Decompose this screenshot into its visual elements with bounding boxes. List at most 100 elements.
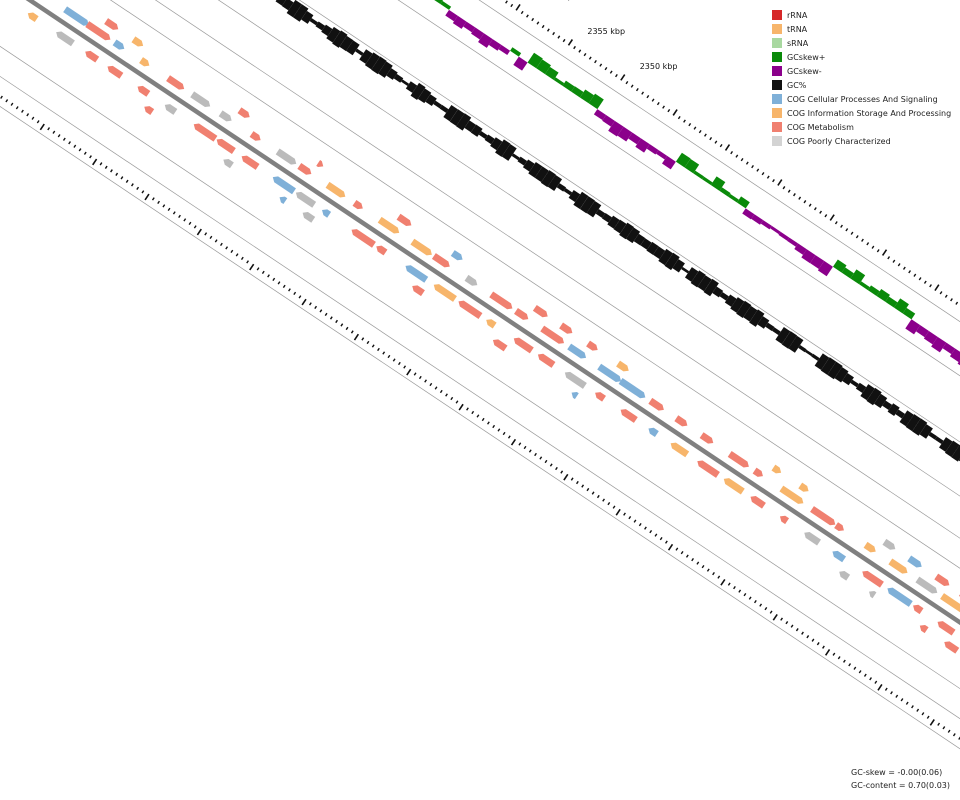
legend-swatch bbox=[772, 38, 782, 48]
minor-tick bbox=[892, 259, 896, 263]
minor-tick bbox=[890, 691, 893, 695]
gc-content-block bbox=[339, 35, 354, 52]
minor-tick bbox=[806, 635, 810, 639]
minor-tick bbox=[822, 645, 825, 649]
minor-tick bbox=[350, 330, 354, 334]
guide-line bbox=[0, 45, 960, 690]
minor-tick bbox=[947, 729, 951, 733]
gc-content-block bbox=[417, 88, 432, 104]
minor-tick bbox=[738, 589, 742, 593]
tick-label: 2360 kbp bbox=[535, 0, 573, 1]
minor-tick bbox=[908, 270, 912, 274]
legend-item-cog-cellular: COG Cellular Processes And Signaling bbox=[772, 92, 951, 106]
gc-content-block bbox=[355, 48, 364, 56]
gc-content-block bbox=[664, 252, 680, 271]
minor-tick bbox=[583, 52, 587, 57]
gene-feature bbox=[804, 532, 821, 546]
gene-feature bbox=[750, 496, 766, 509]
minor-tick bbox=[434, 386, 438, 390]
gene-feature bbox=[486, 319, 497, 329]
minor-tick bbox=[5, 99, 9, 103]
gc-skew-negative-block bbox=[498, 44, 511, 56]
gc-skew-negative-block bbox=[471, 27, 484, 40]
gc-content-block bbox=[478, 131, 488, 140]
legend-swatch bbox=[772, 136, 782, 146]
gene-feature bbox=[297, 163, 312, 175]
legend-swatch bbox=[772, 80, 782, 90]
minor-tick bbox=[125, 179, 129, 183]
gene-feature bbox=[674, 415, 688, 427]
major-tick bbox=[144, 193, 150, 201]
minor-tick bbox=[905, 701, 909, 705]
gc-content-block bbox=[371, 56, 387, 75]
minor-tick bbox=[863, 673, 867, 677]
gc-content-block bbox=[866, 387, 882, 406]
gc-content-block bbox=[528, 162, 543, 178]
gc-skew-negative-block bbox=[602, 114, 615, 127]
gc-content-block bbox=[484, 134, 495, 145]
gene-feature bbox=[810, 506, 836, 526]
minor-tick bbox=[541, 24, 545, 29]
gc-content-block bbox=[517, 156, 528, 166]
gene-feature bbox=[412, 285, 425, 297]
guide-line bbox=[109, 0, 960, 569]
minor-tick bbox=[727, 582, 731, 586]
major-tick bbox=[829, 214, 835, 221]
minor-tick bbox=[902, 266, 906, 270]
minor-tick bbox=[31, 116, 35, 120]
minor-tick bbox=[240, 256, 244, 261]
gc-skew-positive-block bbox=[440, 0, 452, 10]
gene-feature bbox=[699, 432, 714, 444]
gene-feature bbox=[85, 21, 111, 41]
minor-tick bbox=[308, 302, 312, 306]
minor-tick bbox=[588, 56, 592, 60]
minor-tick bbox=[562, 38, 566, 43]
gc-skew-positive-block bbox=[553, 77, 565, 86]
gc-skew-stat: GC-skew = -0.00(0.06) bbox=[851, 768, 943, 777]
gene-feature bbox=[779, 485, 804, 504]
minor-tick bbox=[685, 554, 689, 558]
minor-tick bbox=[680, 550, 684, 555]
minor-tick bbox=[874, 680, 878, 684]
minor-tick bbox=[609, 70, 613, 74]
gc-skew-positive-block bbox=[728, 193, 739, 203]
minor-tick bbox=[798, 196, 802, 200]
gene-feature bbox=[513, 337, 534, 354]
gc-skew-positive-block bbox=[832, 259, 847, 273]
minor-tick bbox=[219, 242, 223, 247]
minor-tick bbox=[534, 452, 537, 457]
minor-tick bbox=[47, 127, 51, 131]
minor-tick bbox=[544, 459, 548, 464]
gc-content-block bbox=[788, 335, 804, 353]
gc-skew-positive-block bbox=[894, 298, 909, 314]
guide-line bbox=[217, 0, 960, 497]
minor-tick bbox=[151, 197, 155, 201]
minor-tick bbox=[188, 221, 192, 225]
minor-tick bbox=[518, 442, 522, 446]
minor-tick bbox=[764, 607, 768, 611]
gene-feature bbox=[377, 216, 400, 234]
gc-skew-negative-block bbox=[646, 144, 659, 155]
minor-tick bbox=[539, 456, 543, 460]
minor-tick bbox=[604, 66, 608, 71]
minor-tick bbox=[612, 505, 616, 509]
minor-tick bbox=[520, 10, 524, 15]
legend-label: rRNA bbox=[787, 10, 808, 20]
legend-swatch bbox=[772, 108, 782, 118]
gene-feature bbox=[131, 36, 144, 47]
gc-content-block bbox=[378, 61, 393, 78]
gc-content-block bbox=[944, 440, 960, 458]
minor-tick bbox=[15, 106, 19, 110]
gene-feature bbox=[216, 138, 236, 154]
legend-item-cog-poorly: COG Poorly Characterized bbox=[772, 134, 951, 148]
minor-tick bbox=[235, 253, 239, 257]
gc-content-block bbox=[684, 267, 699, 282]
major-tick bbox=[777, 179, 783, 186]
minor-tick bbox=[772, 179, 775, 183]
minor-tick bbox=[677, 115, 681, 120]
gc-content-block bbox=[724, 294, 737, 307]
gc-content-block bbox=[607, 215, 620, 229]
minor-tick bbox=[267, 274, 270, 278]
minor-tick bbox=[172, 211, 176, 215]
gc-content-block bbox=[293, 4, 309, 22]
